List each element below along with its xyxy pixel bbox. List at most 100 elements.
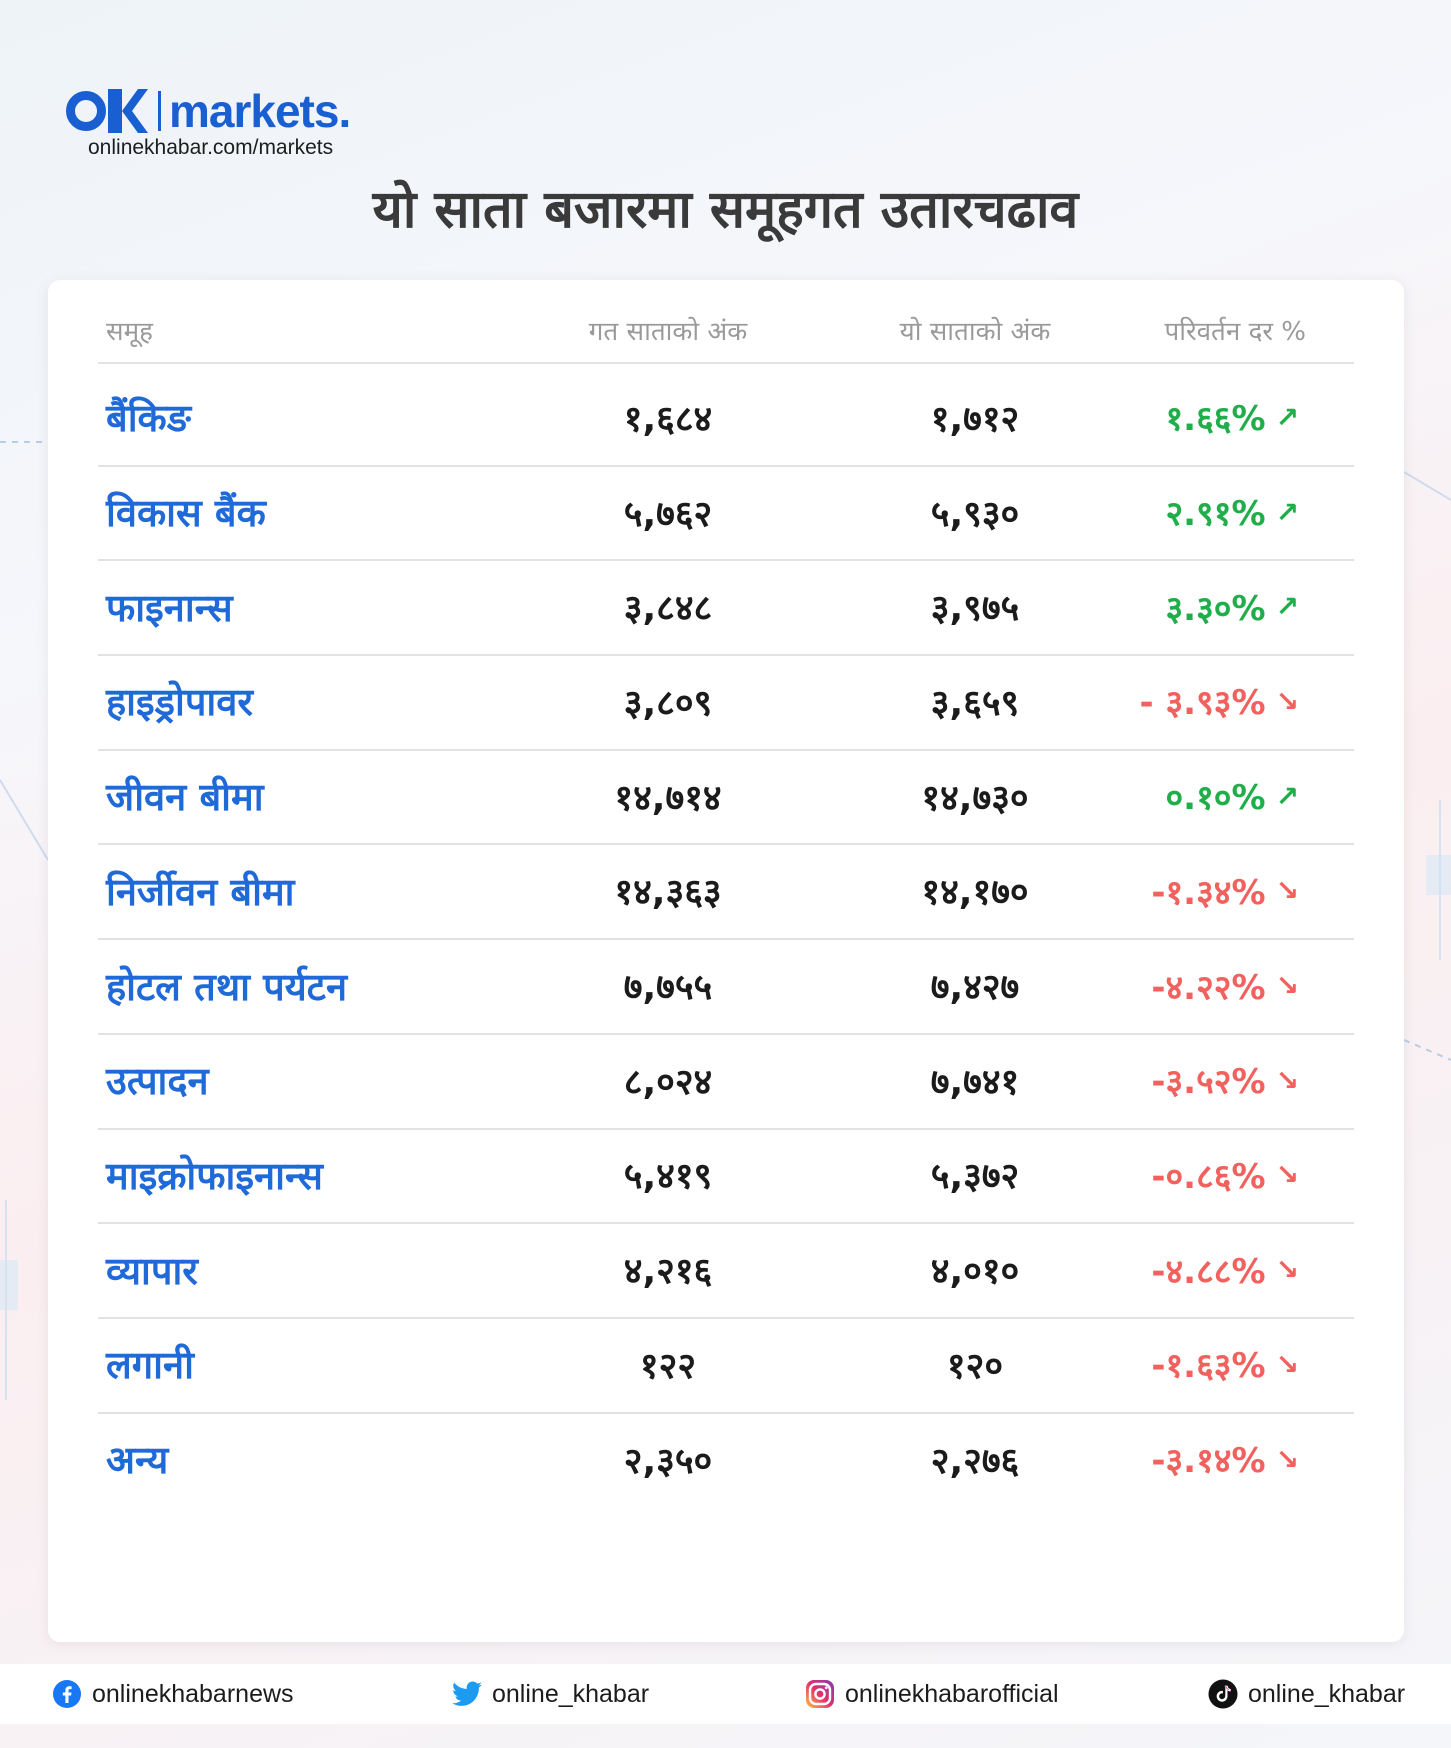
last-week-index: ४,२१६ — [623, 1251, 713, 1293]
change-rate: ३.३०% ↗ — [1166, 559, 1300, 654]
last-week-index: ५,७६२ — [623, 493, 713, 535]
change-rate: १.६६% ↗ — [1166, 370, 1300, 465]
sector-name: विकास बैंक — [106, 491, 266, 536]
sector-name: लगानी — [106, 1343, 194, 1388]
sector-table: समूह गत साताको अंक यो साताको अंक परिवर्त… — [48, 280, 1404, 1642]
markets-wordmark: markets. — [169, 85, 351, 137]
arrow-down-right-icon: ↘ — [1275, 1253, 1299, 1287]
change-rate: -४.२२% ↘ — [1151, 938, 1299, 1033]
table-row: जीवन बीमा १४,७१४ १४,७३० ०.१०% ↗ — [98, 749, 1354, 846]
this-week-index: ४,०१० — [930, 1251, 1020, 1293]
sector-name: माइक्रोफाइनान्स — [106, 1153, 323, 1198]
table-row: माइक्रोफाइनान्स ५,४१९ ५,३७२ -०.८६% ↘ — [98, 1128, 1354, 1225]
twitter-icon — [452, 1679, 482, 1709]
arrow-down-right-icon: ↘ — [1275, 969, 1299, 1003]
instagram-handle: onlinekhabarofficial — [845, 1679, 1059, 1708]
instagram-link[interactable]: onlinekhabarofficial — [805, 1664, 1059, 1724]
facebook-link[interactable]: onlinekhabarnews — [52, 1664, 294, 1724]
logo-divider — [158, 91, 161, 131]
header-this-week: यो साताको अंक — [899, 317, 1051, 347]
change-value: -४.८८% — [1151, 1251, 1266, 1292]
arrow-down-right-icon: ↘ — [1275, 1347, 1299, 1381]
table-row: हाइड्रोपावर ३,८०९ ३,६५९ - ३.९३% ↘ — [98, 654, 1354, 751]
change-rate: -३.५२% ↘ — [1151, 1033, 1299, 1128]
change-value: -१.३४% — [1151, 872, 1266, 913]
this-week-index: ७,७४१ — [930, 1061, 1020, 1103]
arrow-down-right-icon: ↘ — [1275, 1063, 1299, 1097]
this-week-index: १२० — [946, 1345, 1004, 1387]
change-rate: -१.६३% ↘ — [1151, 1317, 1299, 1412]
table-row: निर्जीवन बीमा १४,३६३ १४,१७० -१.३४% ↘ — [98, 844, 1354, 941]
change-rate: -३.१४% ↘ — [1151, 1412, 1299, 1507]
change-value: २.९१% — [1165, 494, 1266, 535]
last-week-index: १४,७१४ — [614, 777, 722, 819]
table-row: होटल तथा पर्यटन ७,७५५ ७,४२७ -४.२२% ↘ — [98, 938, 1354, 1035]
site-url: onlinekhabar.com/markets — [88, 136, 334, 159]
page-title: यो साता बजारमा समूहगत उतारचढाव — [372, 180, 1079, 240]
last-week-index: २,३५० — [623, 1440, 713, 1482]
change-value: ०.१०% — [1165, 778, 1266, 819]
sector-name: होटल तथा पर्यटन — [106, 964, 348, 1009]
sector-name: जीवन बीमा — [106, 775, 264, 820]
last-week-index: १,६८४ — [623, 398, 713, 440]
sector-name: उत्पादन — [106, 1059, 209, 1104]
arrow-up-right-icon: ↗ — [1275, 779, 1299, 813]
ok-logo-icon — [66, 89, 150, 133]
table-row: उत्पादन ८,०२४ ७,७४१ -३.५२% ↘ — [98, 1033, 1354, 1130]
this-week-index: ३,६५९ — [930, 682, 1020, 724]
arrow-up-right-icon: ↗ — [1275, 495, 1299, 529]
change-value: -३.५२% — [1151, 1062, 1266, 1103]
sector-name: फाइनान्स — [106, 585, 233, 630]
change-rate: -०.८६% ↘ — [1151, 1128, 1299, 1223]
table-row: बैंकिङ १,६८४ १,७१२ १.६६% ↗ — [98, 370, 1354, 467]
this-week-index: ३,९७५ — [930, 588, 1020, 630]
facebook-icon — [52, 1679, 82, 1709]
tiktok-icon — [1208, 1679, 1238, 1709]
arrow-down-right-icon: ↘ — [1275, 1442, 1299, 1476]
this-week-index: १४,७३० — [921, 777, 1029, 819]
table-row: व्यापार ४,२१६ ४,०१० -४.८८% ↘ — [98, 1222, 1354, 1319]
arrow-down-right-icon: ↘ — [1275, 874, 1299, 908]
last-week-index: १४,३६३ — [614, 872, 722, 914]
change-value: -४.२२% — [1151, 967, 1266, 1008]
twitter-link[interactable]: online_khabar — [452, 1664, 649, 1724]
table-row: फाइनान्स ३,८४८ ३,९७५ ३.३०% ↗ — [98, 559, 1354, 657]
change-rate: -४.८८% ↘ — [1151, 1222, 1299, 1317]
change-value: ३.३०% — [1165, 588, 1266, 629]
last-week-index: ३,८४८ — [623, 588, 713, 630]
this-week-index: ७,४२७ — [930, 967, 1020, 1009]
this-week-index: १,७१२ — [930, 398, 1020, 440]
change-value: १.६६% — [1165, 399, 1266, 440]
change-rate: ०.१०% ↗ — [1166, 749, 1300, 844]
sector-name: हाइड्रोपावर — [106, 680, 253, 725]
last-week-index: ८,०२४ — [623, 1061, 713, 1103]
last-week-index: ५,४१९ — [623, 1156, 713, 1198]
change-rate: - ३.९३% ↘ — [1140, 654, 1299, 749]
twitter-handle: online_khabar — [492, 1679, 650, 1708]
change-value: -३.१४% — [1151, 1441, 1266, 1482]
sector-name: बैंकिङ — [106, 396, 191, 441]
change-value: -१.६३% — [1151, 1346, 1266, 1387]
markets-logo: markets. — [66, 84, 351, 138]
table-header: समूह गत साताको अंक यो साताको अंक परिवर्त… — [98, 312, 1354, 364]
this-week-index: २,२७६ — [930, 1440, 1020, 1482]
arrow-down-right-icon: ↘ — [1275, 684, 1299, 718]
change-rate: -१.३४% ↘ — [1151, 844, 1299, 939]
this-week-index: ५,३७२ — [930, 1156, 1020, 1198]
header-last-week: गत साताको अंक — [588, 317, 748, 347]
arrow-up-right-icon: ↗ — [1275, 400, 1299, 434]
last-week-index: ७,७५५ — [623, 967, 713, 1009]
table-row: विकास बैंक ५,७६२ ५,९३० २.९१% ↗ — [98, 465, 1354, 562]
this-week-index: ५,९३० — [930, 493, 1020, 535]
header-sector: समूह — [106, 317, 153, 347]
table-row: लगानी १२२ १२० -१.६३% ↘ — [98, 1317, 1354, 1414]
change-value: -०.८६% — [1151, 1156, 1266, 1197]
sector-name: अन्य — [106, 1438, 169, 1483]
tiktok-handle: online_khabar — [1248, 1679, 1406, 1708]
header-change: परिवर्तन दर % — [1164, 317, 1306, 347]
sector-name: निर्जीवन बीमा — [106, 869, 295, 914]
facebook-handle: onlinekhabarnews — [92, 1679, 294, 1708]
change-value: - ३.९३% — [1139, 683, 1266, 724]
tiktok-link[interactable]: online_khabar — [1208, 1664, 1405, 1724]
